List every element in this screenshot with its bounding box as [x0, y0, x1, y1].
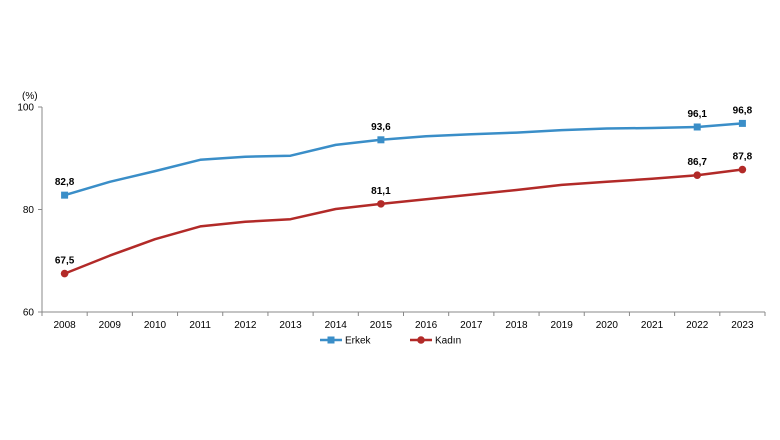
x-tick-label: 2018	[505, 320, 528, 331]
legend-marker	[327, 336, 335, 344]
x-tick-label: 2021	[641, 320, 664, 331]
x-tick-label: 2016	[415, 320, 438, 331]
data-point-marker	[738, 119, 746, 127]
legend: Erkek Kadın	[320, 336, 461, 347]
y-tick-label: 100	[17, 103, 34, 114]
series-2: 67,5 81,1 86,7 87,8	[55, 152, 753, 278]
data-label: 81,1	[371, 186, 391, 197]
x-tick-label: 2014	[325, 320, 348, 331]
data-label: 82,8	[55, 177, 75, 188]
x-tick-label: 2022	[686, 320, 709, 331]
legend-label: Kadın	[435, 336, 461, 347]
x-tick-label: 2015	[370, 320, 393, 331]
series-line	[64, 122, 743, 197]
x-tick-label: 2013	[279, 320, 302, 331]
data-point-marker	[693, 123, 701, 131]
x-tick-label: 2011	[189, 320, 211, 331]
series-layer: 82,8 93,6 96,1 96,8 67,5 81,1 86,7 87,8	[55, 105, 753, 278]
x-tick-label: 2023	[731, 320, 754, 331]
y-tick-label: 80	[23, 205, 35, 216]
data-label: 96,8	[733, 105, 753, 116]
data-label: 86,7	[687, 157, 707, 168]
x-tick-label: 2009	[99, 320, 122, 331]
data-point-marker	[738, 165, 747, 174]
chart-axes: 60 80 100(%) 2008 2009 2010 2011 2012 2013 2014 20…	[17, 91, 766, 331]
x-tick-label: 2008	[53, 320, 76, 331]
legend-marker	[417, 336, 425, 344]
legend-item-1: Erkek	[320, 336, 372, 347]
data-point-marker	[377, 136, 385, 144]
x-tick-label: 2010	[144, 320, 167, 331]
legend-label: Erkek	[345, 336, 372, 347]
data-point-marker	[60, 269, 69, 278]
data-point-marker	[61, 191, 69, 199]
legend-item-2: Kadın	[410, 336, 461, 347]
data-label: 93,6	[371, 122, 391, 133]
x-tick-label: 2019	[551, 320, 574, 331]
y-tick-label: 60	[23, 308, 35, 319]
y-unit-label: (%)	[22, 91, 38, 102]
x-tick-label: 2020	[596, 320, 619, 331]
x-tick-label: 2012	[234, 320, 257, 331]
data-label: 96,1	[687, 109, 707, 120]
x-tick-label: 2017	[460, 320, 483, 331]
data-label: 87,8	[733, 152, 753, 163]
series-line	[64, 168, 743, 275]
data-label: 67,5	[55, 256, 75, 267]
data-point-marker	[693, 171, 702, 179]
series-1: 82,8 93,6 96,1 96,8	[55, 105, 753, 199]
data-point-marker	[377, 200, 385, 208]
